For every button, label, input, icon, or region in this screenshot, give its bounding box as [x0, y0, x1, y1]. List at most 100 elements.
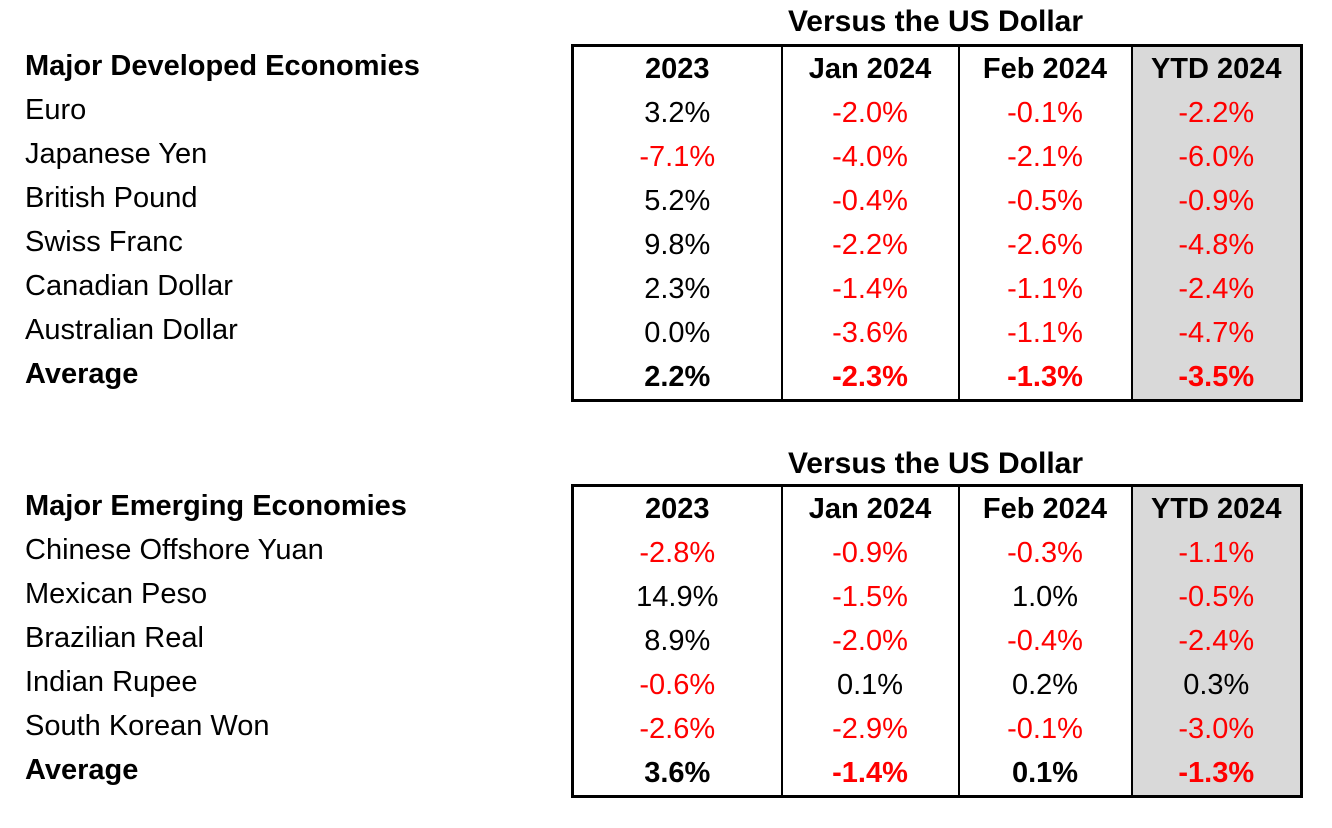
column-header-jan-2024: Jan 2024 [780, 485, 959, 531]
value-cell: -2.8% [639, 537, 716, 569]
value-cell: -1.1% [957, 311, 1132, 355]
value-cell: -2.9% [780, 707, 959, 751]
row-label: Swiss Franc [25, 226, 183, 258]
value-cell: -1.1% [1130, 531, 1302, 575]
row-label: Euro [25, 94, 87, 126]
row-label: Chinese Offshore Yuan [25, 534, 324, 566]
table-title-emerging: Versus the US Dollar [787, 447, 1084, 480]
value-cell: 0.3% [1130, 663, 1302, 707]
table-row: -7.1% -4.0% -2.1% -6.0% [573, 135, 1302, 179]
value-cell: -2.2% [1130, 91, 1302, 135]
row-label: South Korean Won [25, 710, 270, 742]
row-label-list: Chinese Offshore Yuan Mexican Peso Brazili… [25, 528, 565, 792]
value-cell: -2.4% [1130, 267, 1302, 311]
value-cell: 1.0% [957, 575, 1132, 619]
developed-economies-table: 2023 Jan 2024 Feb 2024 YTD 2024 3.2% -2.0… [571, 44, 1303, 402]
column-header-ytd-2024: YTD 2024 [1130, 485, 1302, 531]
table-row: 9.8% -2.2% -2.6% -4.8% [573, 223, 1302, 267]
value-cell: 8.9% [644, 625, 711, 657]
column-header-ytd-2024: YTD 2024 [1130, 45, 1302, 91]
value-cell: -0.6% [639, 669, 716, 701]
row-group-header-emerging: Major Emerging Economies [25, 490, 407, 522]
value-cell: -2.1% [957, 135, 1132, 179]
value-cell: -6.0% [1130, 135, 1302, 179]
value-cell: -1.4% [780, 267, 959, 311]
value-cell: 2.2% [644, 361, 711, 393]
value-cell: -0.5% [957, 179, 1132, 223]
row-label: British Pound [25, 182, 198, 214]
value-cell: -2.0% [780, 91, 959, 135]
table-row: -0.6% 0.1% 0.2% 0.3% [573, 663, 1302, 707]
value-cell: -1.3% [1130, 751, 1302, 797]
value-cell: -2.6% [957, 223, 1132, 267]
value-cell: -0.4% [957, 619, 1132, 663]
value-cell: 14.9% [636, 581, 719, 613]
value-cell: -0.9% [1130, 179, 1302, 223]
value-cell: -0.4% [780, 179, 959, 223]
value-cell: 0.0% [644, 317, 711, 349]
value-cell: -3.5% [1130, 355, 1302, 401]
value-cell: -3.0% [1130, 707, 1302, 751]
row-label: Australian Dollar [25, 314, 238, 346]
value-cell: -2.4% [1130, 619, 1302, 663]
value-cell: -0.3% [957, 531, 1132, 575]
emerging-economies-table: 2023 Jan 2024 Feb 2024 YTD 2024 -2.8% -0.… [571, 484, 1303, 798]
row-label: Brazilian Real [25, 622, 204, 654]
value-cell: -4.8% [1130, 223, 1302, 267]
table-title-developed: Versus the US Dollar [787, 5, 1084, 38]
table-row: 2.3% -1.4% -1.1% -2.4% [573, 267, 1302, 311]
header-row: 2023 Jan 2024 Feb 2024 YTD 2024 [573, 45, 1302, 91]
value-cell: -0.1% [957, 91, 1132, 135]
value-cell: 3.2% [644, 97, 711, 129]
value-cell: -0.9% [780, 531, 959, 575]
table-row: 0.0% -3.6% -1.1% -4.7% [573, 311, 1302, 355]
table-row: 3.6% -1.4% 0.1% -1.3% [573, 751, 1302, 797]
table-row: 14.9% -1.5% 1.0% -0.5% [573, 575, 1302, 619]
value-cell: -1.3% [957, 355, 1132, 401]
row-label-list: Euro Japanese Yen British Pound Swiss Franc… [25, 88, 565, 396]
column-header-2023: 2023 [644, 53, 710, 85]
row-label: Average [25, 754, 139, 786]
emerging-row-labels: Major Emerging Economies Chinese Offshor… [25, 484, 565, 792]
value-cell: -1.4% [780, 751, 959, 797]
value-cell: 9.8% [644, 229, 711, 261]
value-cell: -1.5% [780, 575, 959, 619]
row-label: Canadian Dollar [25, 270, 233, 302]
column-header-jan-2024: Jan 2024 [780, 45, 959, 91]
table-row: -2.8% -0.9% -0.3% -1.1% [573, 531, 1302, 575]
header-row: 2023 Jan 2024 Feb 2024 YTD 2024 [573, 485, 1302, 531]
value-cell: -3.6% [780, 311, 959, 355]
value-cell: -2.3% [780, 355, 959, 401]
column-header-feb-2024: Feb 2024 [957, 485, 1132, 531]
table-row: 5.2% -0.4% -0.5% -0.9% [573, 179, 1302, 223]
value-cell: -7.1% [639, 141, 716, 173]
row-label: Mexican Peso [25, 578, 208, 610]
value-cell: 0.1% [957, 751, 1132, 797]
column-header-feb-2024: Feb 2024 [957, 45, 1132, 91]
table-body: 3.2% -2.0% -0.1% -2.2% -7.1% -4.0% -2.1% -6.0% 5… [573, 91, 1302, 401]
table-row: -2.6% -2.9% -0.1% -3.0% [573, 707, 1302, 751]
value-cell: -1.1% [957, 267, 1132, 311]
table-row: 2.2% -2.3% -1.3% -3.5% [573, 355, 1302, 401]
value-cell: -0.5% [1130, 575, 1302, 619]
value-cell: 5.2% [644, 185, 711, 217]
value-cell: -4.0% [780, 135, 959, 179]
row-label: Japanese Yen [25, 138, 208, 170]
value-cell: -2.2% [780, 223, 959, 267]
value-cell: -4.7% [1130, 311, 1302, 355]
row-label: Average [25, 358, 139, 390]
table-body: -2.8% -0.9% -0.3% -1.1% 14.9% -1.5% 1.0% -0.5% 8… [573, 531, 1302, 797]
value-cell: -2.0% [780, 619, 959, 663]
table-row: 3.2% -2.0% -0.1% -2.2% [573, 91, 1302, 135]
row-group-header-developed: Major Developed Economies [25, 50, 420, 82]
table-row: 8.9% -2.0% -0.4% -2.4% [573, 619, 1302, 663]
value-cell: -2.6% [639, 713, 716, 745]
value-cell: 2.3% [644, 273, 711, 305]
row-label: Indian Rupee [25, 666, 198, 698]
developed-row-labels: Major Developed Economies Euro Japanese Y… [25, 44, 565, 396]
value-cell: 0.2% [957, 663, 1132, 707]
value-cell: 0.1% [780, 663, 959, 707]
column-header-2023: 2023 [644, 493, 710, 525]
value-cell: 3.6% [644, 757, 711, 789]
